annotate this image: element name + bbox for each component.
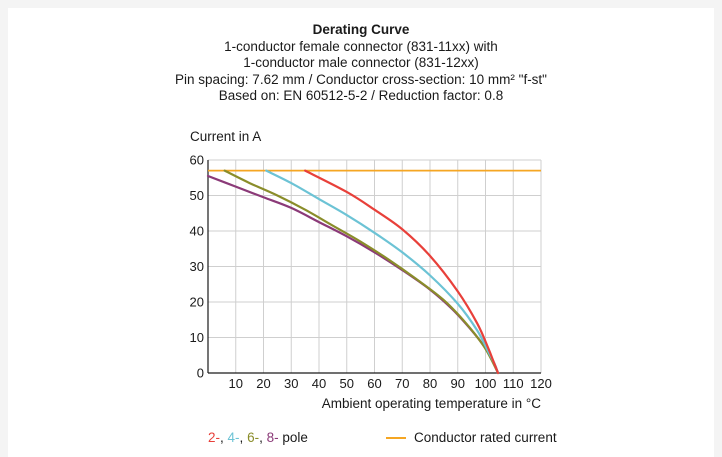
x-tick-label: 40: [312, 376, 326, 391]
grid: [208, 160, 541, 373]
legend-rated-swatch: [386, 437, 406, 439]
x-tick-label: 30: [284, 376, 298, 391]
y-tick-label: 20: [190, 295, 204, 310]
x-tick-label: 100: [475, 376, 497, 391]
legend-pole-6: 6-: [247, 430, 259, 445]
y-tick-label: 60: [190, 153, 204, 168]
x-tick-label: 50: [340, 376, 354, 391]
y-axis-label: Current in A: [190, 129, 261, 144]
x-tick-label: 70: [395, 376, 409, 391]
x-tick-label: 10: [229, 376, 243, 391]
legend-rated-current: Conductor rated current: [386, 430, 557, 445]
legend-rated-label: Conductor rated current: [414, 430, 557, 445]
x-axis-label: Ambient operating temperature in °C: [322, 396, 542, 411]
y-tick-label: 10: [190, 330, 204, 345]
legend-pole-4: 4-: [228, 430, 240, 445]
y-tick-label: 40: [190, 224, 204, 239]
series-line-4-pole: [266, 171, 498, 373]
legend-sep-3: ,: [259, 430, 267, 445]
x-tick-label: 120: [530, 376, 552, 391]
legend-pole-8: 8-: [267, 430, 279, 445]
series-line-2-pole: [305, 171, 498, 373]
legend-poles: 2-, 4-, 6-, 8- pole: [208, 430, 308, 445]
legend-sep-1: ,: [220, 430, 228, 445]
series-line-8-pole: [208, 176, 498, 373]
tick-labels: 10 20 30 40 50 60 70 80 90 100 110 120 0 10 20 30 40 50 60: [190, 153, 552, 392]
y-tick-label: 50: [190, 188, 204, 203]
y-tick-label: 0: [197, 366, 204, 381]
x-tick-label: 20: [256, 376, 270, 391]
x-tick-label: 90: [451, 376, 465, 391]
x-tick-label: 110: [503, 376, 524, 391]
y-tick-label: 30: [190, 259, 204, 274]
x-tick-label: 60: [367, 376, 381, 391]
x-tick-label: 80: [423, 376, 437, 391]
legend-pole-suffix: pole: [282, 430, 308, 445]
legend-sep-2: ,: [240, 430, 248, 445]
legend-pole-2: 2-: [208, 430, 220, 445]
